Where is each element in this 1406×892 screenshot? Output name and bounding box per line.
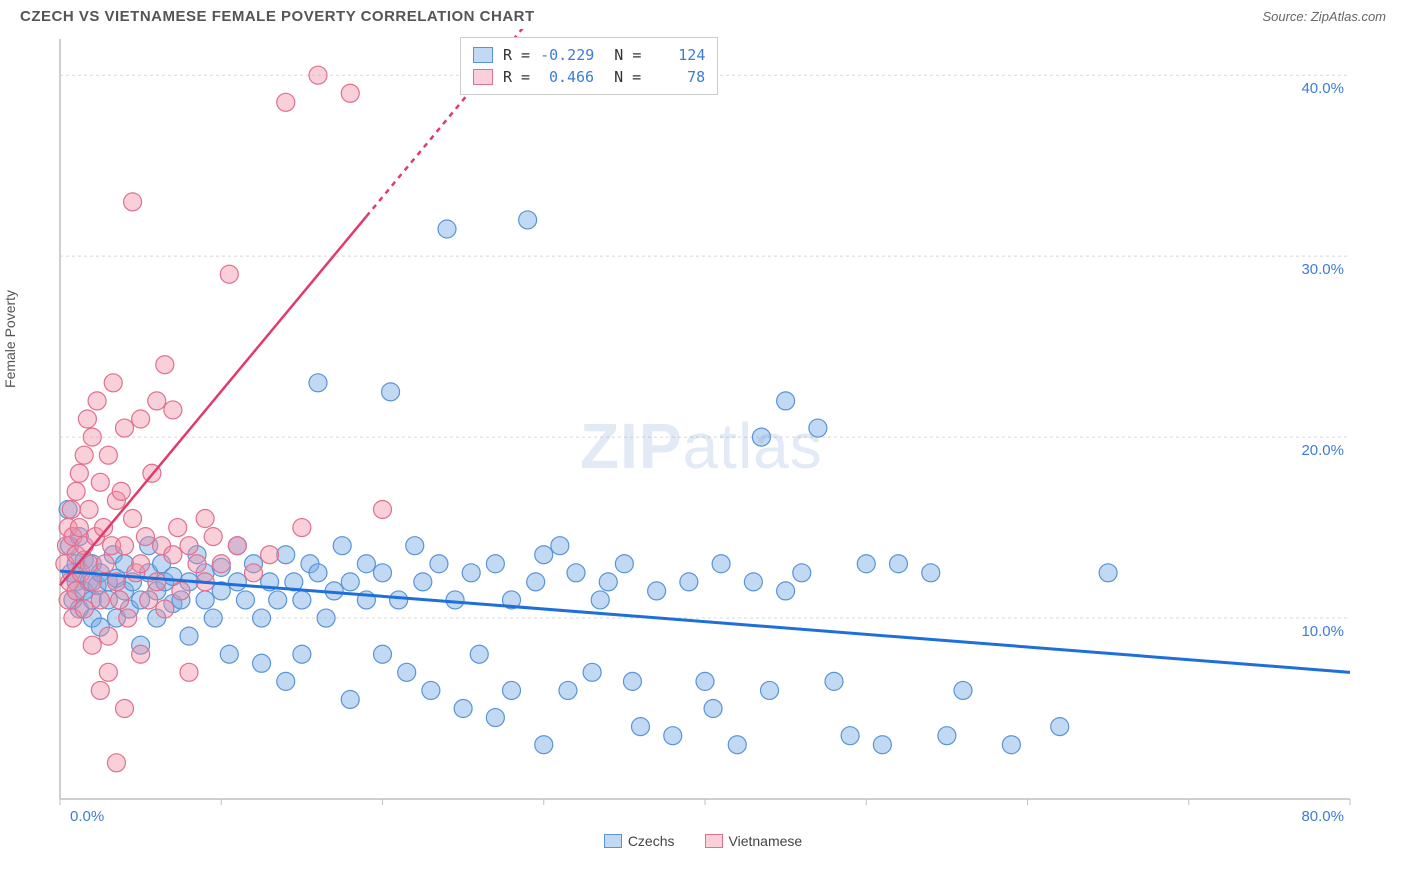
scatter-chart: 10.0% 20.0% 30.0% 40.0% 0.0% 80.0% [20, 29, 1360, 829]
y-axis-label: Female Poverty [2, 290, 18, 388]
legend-item: Czechs [604, 833, 675, 849]
correlation-legend: R =-0.229N =124R =0.466N =78 [460, 37, 718, 95]
chart-container: Female Poverty 10.0%20.0%30.0%40.0%0.0%8… [20, 29, 1386, 829]
chart-source: Source: ZipAtlas.com [1262, 9, 1386, 24]
legend-label: Czechs [628, 833, 675, 849]
chart-header: CZECH VS VIETNAMESE FEMALE POVERTY CORRE… [0, 0, 1406, 29]
svg-text:40.0%: 40.0% [1301, 80, 1344, 97]
legend-row: R =0.466N =78 [473, 66, 705, 88]
legend-swatch [604, 834, 622, 848]
svg-text:0.0%: 0.0% [70, 808, 104, 825]
legend-item: Vietnamese [705, 833, 803, 849]
svg-text:80.0%: 80.0% [1301, 808, 1344, 825]
svg-text:30.0%: 30.0% [1301, 261, 1344, 278]
series-legend: Czechs Vietnamese [0, 833, 1406, 849]
legend-label: Vietnamese [729, 833, 803, 849]
chart-title: CZECH VS VIETNAMESE FEMALE POVERTY CORRE… [20, 8, 535, 25]
legend-row: R =-0.229N =124 [473, 44, 705, 66]
legend-swatch [705, 834, 723, 848]
svg-text:20.0%: 20.0% [1301, 442, 1344, 459]
svg-text:10.0%: 10.0% [1301, 623, 1344, 640]
legend-swatch [473, 47, 493, 63]
legend-swatch [473, 69, 493, 85]
